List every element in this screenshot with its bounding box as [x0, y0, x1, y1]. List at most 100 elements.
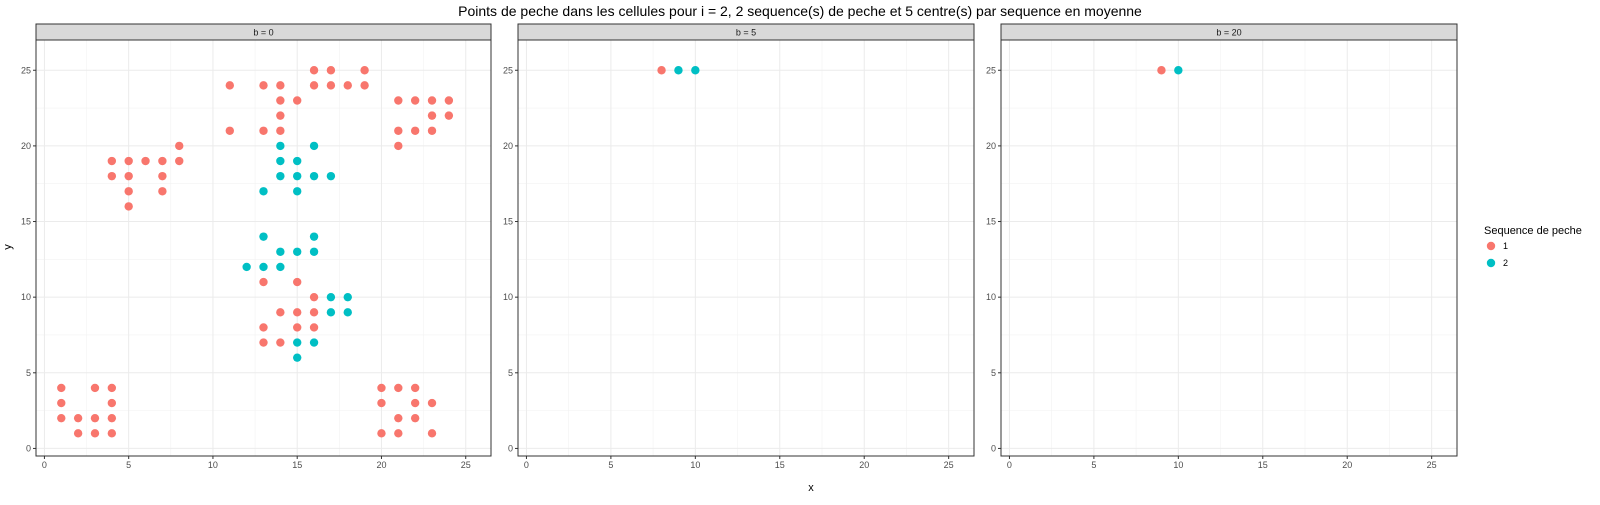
- data-point-seq-1: [124, 156, 133, 166]
- x-tick-label: 5: [126, 460, 131, 470]
- data-point-seq-2: [242, 262, 251, 272]
- x-tick-label: 20: [859, 460, 869, 470]
- data-point-seq-2: [343, 308, 352, 317]
- data-point-seq-1: [377, 429, 386, 438]
- data-point-seq-1: [276, 96, 285, 105]
- legend-key-seq-2: [1486, 258, 1496, 268]
- data-point-seq-1: [259, 81, 268, 90]
- data-point-seq-1: [309, 292, 319, 302]
- chart-title: Points de peche dans les cellules pour i…: [458, 3, 1142, 19]
- data-point-seq-1: [326, 66, 336, 75]
- data-point-seq-1: [276, 308, 285, 317]
- data-point-seq-1: [427, 126, 437, 135]
- data-point-seq-2: [276, 171, 285, 181]
- data-point-seq-2: [309, 141, 319, 151]
- data-point-seq-2: [326, 171, 336, 181]
- y-tick-label: 5: [991, 368, 996, 378]
- x-tick-label: 0: [42, 460, 47, 470]
- data-point-seq-1: [309, 66, 319, 75]
- data-point-seq-1: [90, 429, 100, 438]
- data-point-seq-2: [343, 292, 352, 302]
- data-point-seq-1: [360, 81, 369, 90]
- data-point-seq-2: [276, 141, 285, 151]
- legend-label: 2: [1503, 258, 1508, 268]
- data-point-seq-1: [57, 383, 66, 393]
- data-point-seq-1: [259, 338, 268, 347]
- y-tick-label: 10: [21, 292, 31, 302]
- legend-title: Sequence de peche: [1484, 225, 1582, 237]
- data-point-seq-1: [394, 429, 403, 438]
- data-point-seq-1: [394, 413, 403, 423]
- data-point-seq-1: [293, 277, 302, 287]
- x-tick-label: 25: [1427, 460, 1437, 470]
- data-point-seq-1: [225, 81, 234, 90]
- data-point-seq-1: [326, 81, 336, 90]
- data-point-seq-1: [293, 308, 302, 317]
- facet-panel: b = 20 0 5 10 15 20 25 0 5 10 15 20 25: [986, 23, 1458, 470]
- data-point-seq-1: [158, 187, 167, 196]
- data-point-seq-2: [293, 353, 302, 362]
- facet-strip: [517, 23, 975, 41]
- panel-background: [1001, 40, 1457, 456]
- data-point-seq-1: [444, 111, 454, 120]
- data-point-seq-1: [124, 187, 133, 196]
- x-tick-label: 25: [461, 460, 471, 470]
- y-tick-label: 15: [21, 217, 31, 227]
- facet-panels: b = 0 0 5 10 15 20 25 0 5 10 15 20 25 b = 5 0 5 10 15 20 25…: [21, 23, 1458, 470]
- data-point-seq-2: [293, 171, 302, 181]
- data-point-seq-1: [309, 323, 319, 332]
- y-tick-label: 20: [986, 141, 996, 151]
- data-point-seq-1: [309, 81, 319, 90]
- data-point-seq-2: [326, 292, 336, 302]
- y-tick-label: 10: [986, 292, 996, 302]
- data-point-seq-2: [293, 187, 302, 196]
- facet-strip: [1000, 23, 1458, 41]
- x-tick-label: 5: [608, 460, 613, 470]
- data-point-seq-2: [293, 338, 302, 347]
- data-point-seq-1: [107, 429, 117, 438]
- data-point-seq-2: [259, 187, 268, 196]
- data-point-seq-1: [309, 308, 319, 317]
- x-tick-label: 15: [775, 460, 785, 470]
- y-tick-label: 20: [21, 141, 31, 151]
- data-point-seq-2: [309, 171, 319, 181]
- x-tick-label: 10: [690, 460, 700, 470]
- facet-strip-label: b = 5: [736, 28, 756, 38]
- y-tick-label: 25: [21, 65, 31, 75]
- data-point-seq-1: [259, 126, 268, 135]
- data-point-seq-1: [410, 96, 420, 105]
- data-point-seq-2: [259, 262, 268, 272]
- data-point-seq-2: [276, 247, 285, 256]
- data-point-seq-1: [427, 111, 437, 120]
- data-point-seq-1: [293, 96, 302, 105]
- data-point-seq-1: [276, 111, 285, 120]
- data-point-seq-1: [360, 66, 369, 75]
- data-point-seq-1: [276, 126, 285, 135]
- data-point-seq-1: [158, 156, 167, 166]
- data-point-seq-2: [276, 156, 285, 166]
- data-point-seq-1: [141, 156, 150, 166]
- legend-label: 1: [1503, 241, 1508, 251]
- data-point-seq-1: [1157, 66, 1166, 75]
- y-tick-label: 0: [26, 443, 31, 453]
- x-tick-label: 0: [1007, 460, 1012, 470]
- data-point-seq-1: [657, 66, 666, 75]
- x-tick-label: 20: [376, 460, 386, 470]
- data-point-seq-1: [107, 383, 117, 393]
- data-point-seq-2: [259, 232, 268, 241]
- data-point-seq-1: [427, 429, 437, 438]
- facet-strip-label: b = 0: [253, 28, 273, 38]
- data-point-seq-1: [73, 429, 83, 438]
- data-point-seq-1: [107, 156, 117, 166]
- legend-key-seq-1: [1486, 241, 1496, 251]
- data-point-seq-1: [158, 171, 167, 181]
- x-tick-label: 10: [1173, 460, 1183, 470]
- data-point-seq-1: [107, 413, 117, 423]
- data-point-seq-1: [124, 171, 133, 181]
- data-point-seq-2: [293, 156, 302, 166]
- y-tick-label: 0: [508, 443, 513, 453]
- x-tick-label: 15: [292, 460, 302, 470]
- data-point-seq-1: [259, 323, 268, 332]
- y-tick-label: 15: [503, 217, 513, 227]
- data-point-seq-1: [444, 96, 454, 105]
